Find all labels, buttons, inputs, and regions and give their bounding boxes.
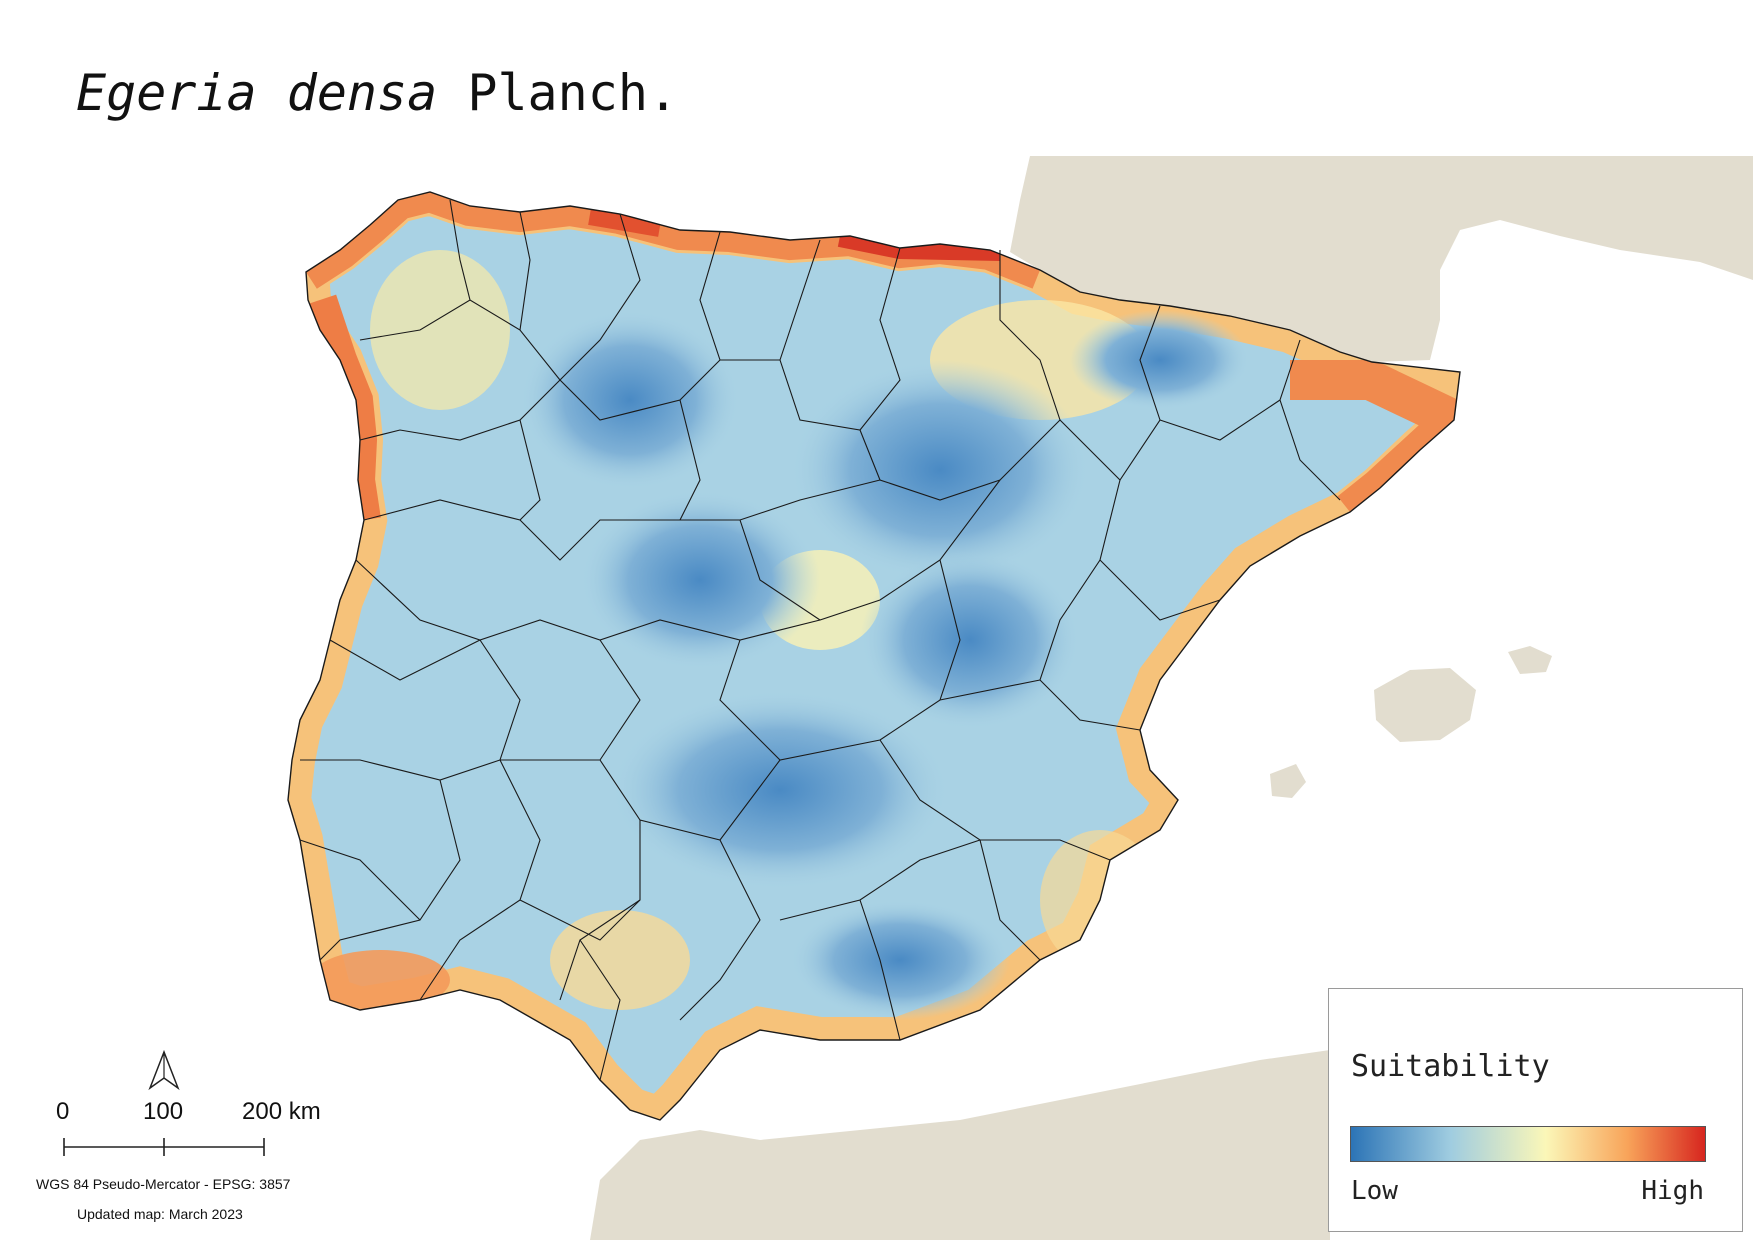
species-author: Planch.: [467, 64, 679, 122]
legend: Suitability Low High: [1328, 988, 1743, 1232]
updated-label: Updated map: March 2023: [77, 1206, 243, 1222]
north-arrow-icon: [148, 1049, 180, 1091]
legend-title: Suitability: [1351, 1049, 1550, 1084]
scale-label-100: 100: [143, 1098, 184, 1125]
scale-label-200: 200 km: [242, 1098, 321, 1125]
iberia-coastline: [287, 191, 1461, 1121]
ibiza-island: [1270, 764, 1306, 798]
scale-bar: [63, 1138, 265, 1156]
map-title: Egeria densa Planch.: [76, 64, 678, 122]
menorca-island: [1508, 646, 1552, 674]
crs-label: WGS 84 Pseudo-Mercator - EPSG: 3857: [36, 1176, 291, 1192]
france-landmass: [1010, 156, 1753, 362]
province-boundaries: [299, 199, 1341, 1081]
legend-color-ramp: [1350, 1126, 1706, 1162]
species-name: Egeria densa: [76, 64, 438, 122]
legend-low-label: Low: [1351, 1176, 1398, 1206]
scale-label-0: 0: [56, 1098, 70, 1125]
legend-high-label: High: [1641, 1176, 1704, 1206]
africa-landmass: [590, 1050, 1330, 1240]
map-furniture: [63, 1049, 265, 1156]
mallorca-island: [1374, 668, 1476, 742]
